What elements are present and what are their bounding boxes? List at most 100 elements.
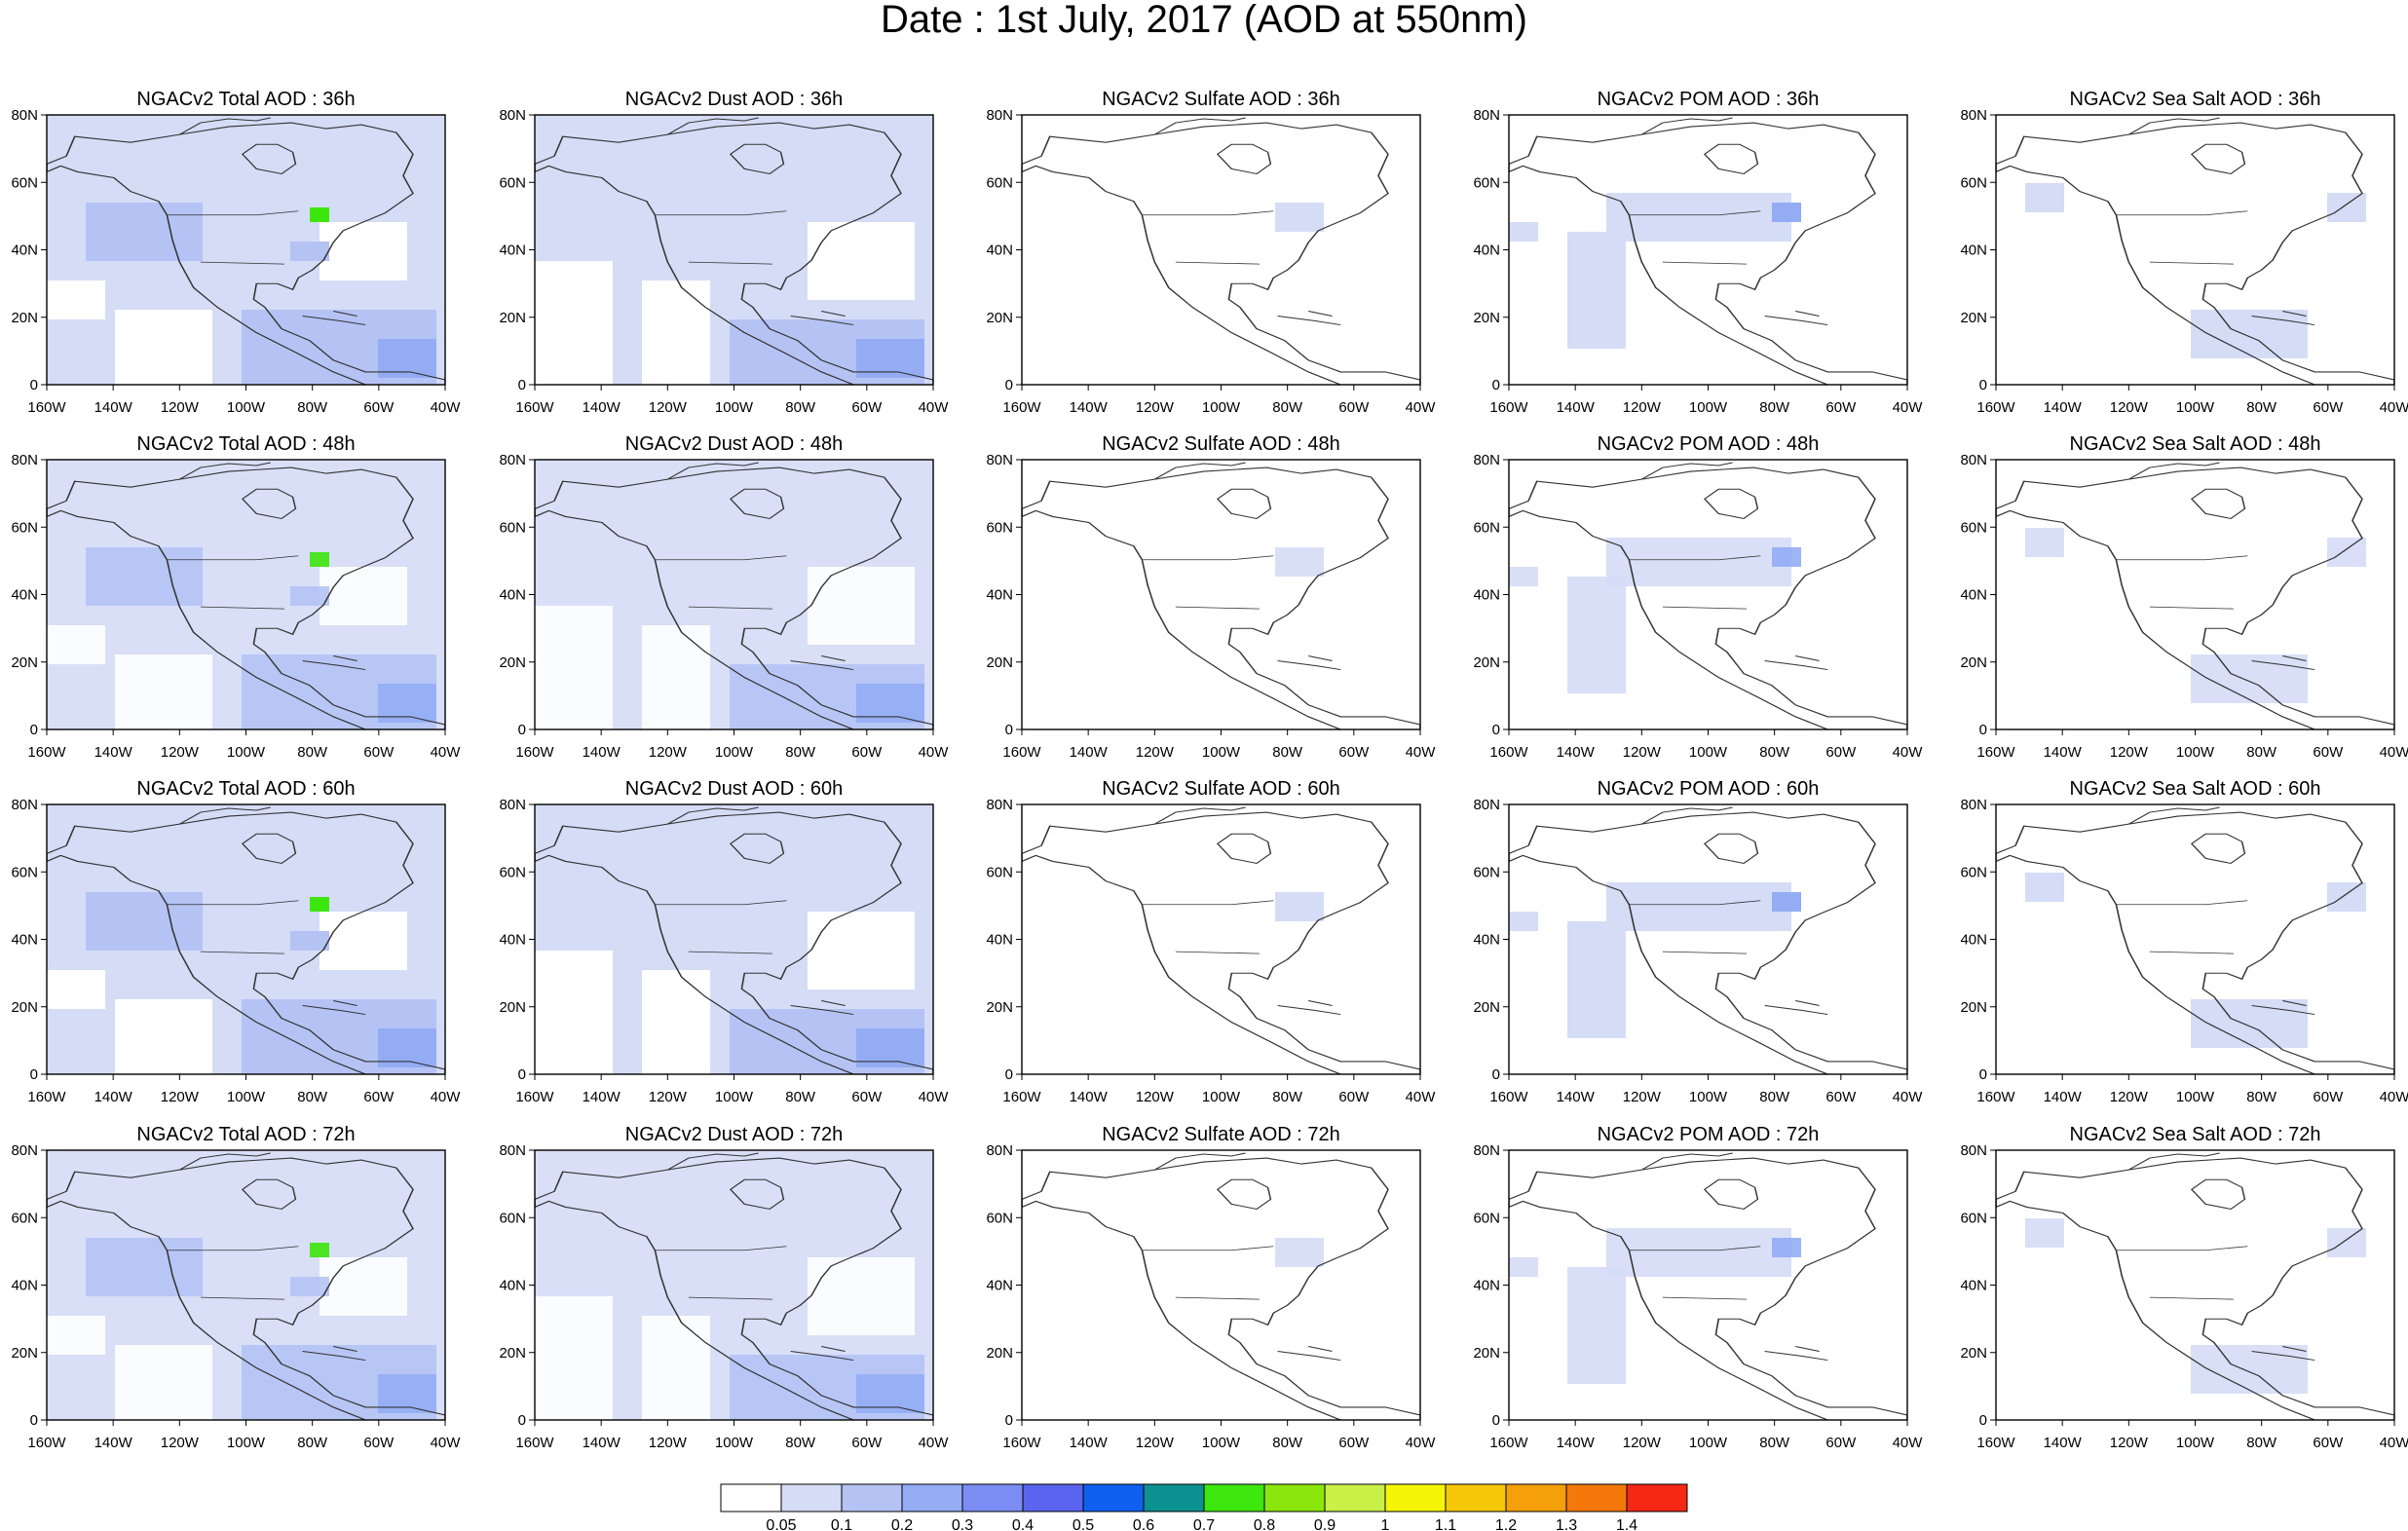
lon-tick-label: 120W <box>649 744 688 761</box>
lon-tick-label: 40W <box>1893 1435 1924 1451</box>
colorbar-swatch <box>1565 1483 1628 1512</box>
aod-field <box>47 1150 445 1420</box>
panel-title: NGACv2 Total AOD : 36h <box>136 89 355 110</box>
lat-tick-label: 0 <box>1005 1066 1013 1083</box>
map-panel: NGACv2 Sea Salt AOD : 72h 80N 60N 40N 20N 0 16… <box>1960 1124 2408 1451</box>
lat-tick-label: 60N <box>986 1210 1013 1226</box>
figure-title: Date : 1st July, 2017 (AOD at 550nm) <box>880 0 1527 41</box>
panel-frame <box>1021 803 1421 1075</box>
lon-tick-label: 160W <box>27 399 66 416</box>
aod-field <box>1509 462 1907 729</box>
lon-tick-label: 60W <box>1825 744 1857 761</box>
colorbar-swatch <box>901 1483 963 1512</box>
lon-tick-label: 160W <box>1002 399 1041 416</box>
colorbar-swatch <box>1022 1483 1084 1512</box>
map-panel: NGACv2 Sea Salt AOD : 48h 80N 60N 40N 20N 0 16… <box>1960 433 2408 761</box>
map-panel: NGACv2 Dust AOD : 36h 80N 60N 40N 20N 0 160W 14… <box>499 89 949 416</box>
aod-field <box>1996 1152 2394 1420</box>
lat-tick-label: 80N <box>499 797 526 813</box>
lat-tick-label: 0 <box>1005 377 1013 393</box>
aod-field <box>1509 1152 1907 1420</box>
lon-tick-label: 60W <box>2313 1089 2344 1105</box>
colorbar-label: 1.3 <box>1556 1517 1577 1531</box>
lat-tick-label: 0 <box>518 722 526 738</box>
colorbar-label: 0.8 <box>1254 1517 1275 1531</box>
lon-tick-label: 40W <box>919 1435 950 1451</box>
lon-tick-label: 80W <box>297 1089 328 1105</box>
lat-tick-label: 20N <box>1473 654 1500 671</box>
aod-field <box>535 804 933 1074</box>
lon-tick-label: 120W <box>1136 1089 1175 1105</box>
lon-tick-label: 80W <box>1272 1435 1303 1451</box>
map-panel: NGACv2 Sea Salt AOD : 36h 80N 60N 40N 20N 0 16… <box>1960 89 2408 416</box>
aod-field <box>1509 117 1907 385</box>
map-panel: NGACv2 POM AOD : 36h 80N 60N 40N 20N 0 160W 140… <box>1473 89 1923 416</box>
aod-field <box>535 460 933 729</box>
lon-tick-label: 40W <box>1406 1435 1437 1451</box>
lon-tick-label: 140W <box>2044 744 2083 761</box>
lat-tick-label: 20N <box>1960 999 1987 1016</box>
lon-tick-label: 60W <box>851 744 883 761</box>
lat-tick-label: 60N <box>1960 864 1987 880</box>
lon-tick-label: 100W <box>1202 1089 1241 1105</box>
aod-field <box>1996 462 2394 729</box>
lat-tick-label: 60N <box>11 174 38 191</box>
lat-tick-label: 40N <box>1960 1278 1987 1294</box>
lon-tick-label: 80W <box>2246 1089 2277 1105</box>
lon-tick-label: 160W <box>515 744 554 761</box>
panel-title: NGACv2 Sulfate AOD : 36h <box>1102 89 1340 110</box>
lon-tick-label: 140W <box>1070 744 1109 761</box>
lat-tick-label: 0 <box>1979 1066 1987 1083</box>
lon-tick-label: 120W <box>2110 744 2149 761</box>
lon-tick-label: 80W <box>297 1435 328 1451</box>
lon-tick-label: 100W <box>2176 1435 2215 1451</box>
lon-tick-label: 60W <box>2313 399 2344 416</box>
lat-tick-label: 40N <box>11 587 38 604</box>
lat-tick-label: 60N <box>1473 864 1500 880</box>
lon-tick-label: 140W <box>583 1089 621 1105</box>
panel-title: NGACv2 Sea Salt AOD : 60h <box>2070 778 2321 800</box>
lon-tick-label: 80W <box>785 1089 816 1105</box>
lat-tick-label: 60N <box>11 864 38 880</box>
lon-tick-label: 100W <box>715 1089 754 1105</box>
lon-tick-label: 80W <box>1759 744 1790 761</box>
map-panel: NGACv2 Dust AOD : 60h 80N 60N 40N 20N 0 160W 14… <box>499 778 949 1105</box>
lon-tick-label: 140W <box>1070 399 1109 416</box>
lon-tick-label: 120W <box>161 744 200 761</box>
lon-tick-label: 80W <box>1272 399 1303 416</box>
aod-field <box>47 460 445 729</box>
lat-tick-label: 0 <box>518 1412 526 1429</box>
map-panel: NGACv2 Sulfate AOD : 60h 80N 60N 40N 20N 0 160… <box>986 778 1436 1105</box>
lat-tick-label: 40N <box>1473 1278 1500 1294</box>
lon-tick-label: 40W <box>1406 399 1437 416</box>
lat-tick-label: 20N <box>499 654 526 671</box>
map-panel: NGACv2 Dust AOD : 48h 80N 60N 40N 20N 0 160W 14… <box>499 433 949 761</box>
lon-tick-label: 80W <box>2246 744 2277 761</box>
map-panel: NGACv2 POM AOD : 72h 80N 60N 40N 20N 0 160W 140… <box>1473 1124 1923 1451</box>
lon-tick-label: 60W <box>363 1089 395 1105</box>
panel-title: NGACv2 POM AOD : 72h <box>1598 1124 1820 1145</box>
colorbar-swatch <box>1324 1483 1386 1512</box>
lon-tick-label: 80W <box>1272 1089 1303 1105</box>
lat-tick-label: 80N <box>499 452 526 468</box>
colorbar-label: 0.3 <box>952 1517 973 1531</box>
aod-field <box>1509 806 1907 1074</box>
lon-tick-label: 140W <box>94 744 133 761</box>
lon-tick-label: 160W <box>1976 1435 2015 1451</box>
lon-tick-label: 40W <box>1406 744 1437 761</box>
lat-tick-label: 60N <box>1473 1210 1500 1226</box>
map-panel: NGACv2 Sulfate AOD : 72h 80N 60N 40N 20N 0 160… <box>986 1124 1436 1451</box>
lon-tick-label: 100W <box>227 744 266 761</box>
lon-tick-label: 40W <box>2380 1089 2408 1105</box>
lat-tick-label: 80N <box>1960 452 1987 468</box>
lat-tick-label: 0 <box>1492 377 1500 393</box>
lon-tick-label: 140W <box>583 399 621 416</box>
colorbar-swatch <box>780 1483 843 1512</box>
lat-tick-label: 60N <box>986 174 1013 191</box>
lat-tick-label: 60N <box>1960 1210 1987 1226</box>
aod-field <box>1022 1152 1420 1420</box>
lat-tick-label: 0 <box>1979 377 1987 393</box>
colorbar-label: 0.6 <box>1133 1517 1154 1531</box>
lon-tick-label: 100W <box>1689 399 1728 416</box>
lat-tick-label: 20N <box>986 654 1013 671</box>
